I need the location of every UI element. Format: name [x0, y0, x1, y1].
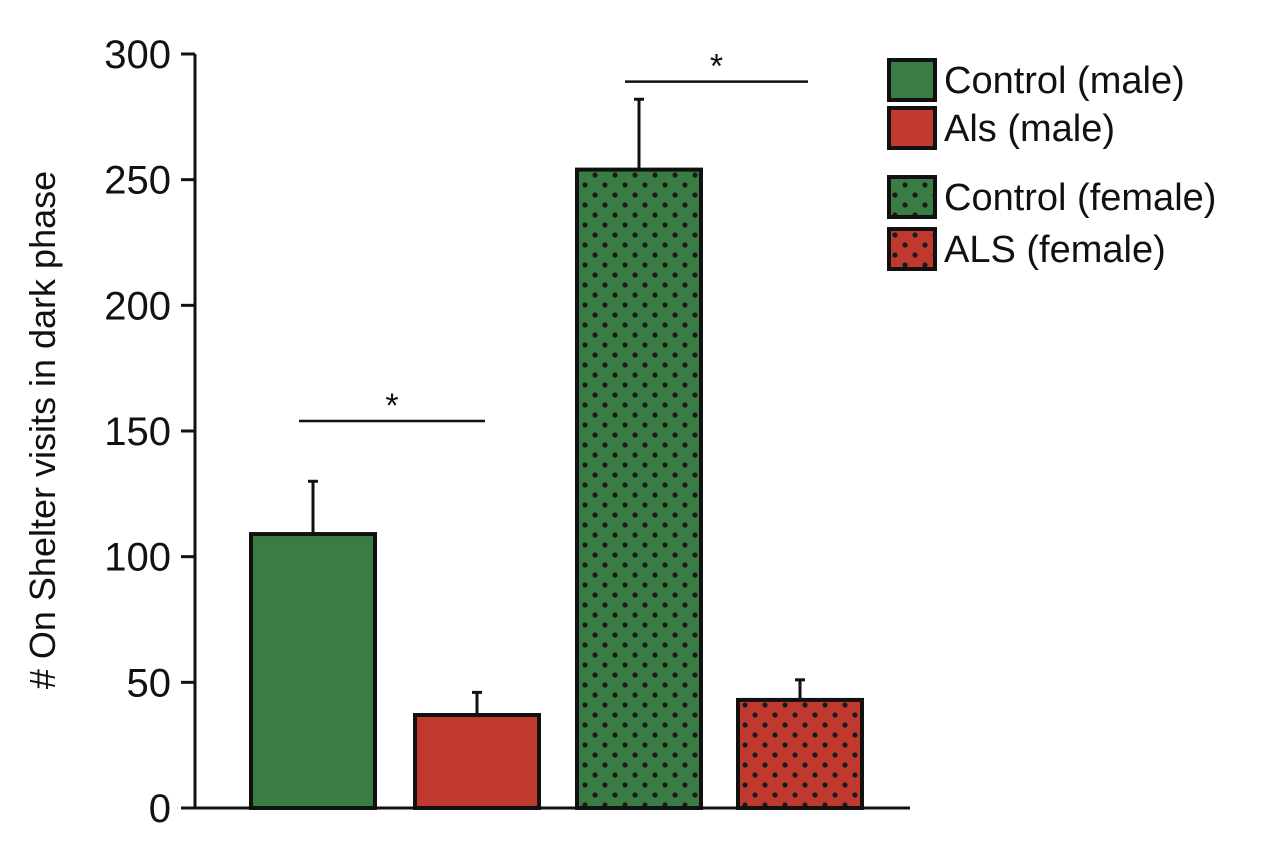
- legend-swatch: [887, 227, 937, 271]
- y-tick-label: 100: [104, 536, 171, 580]
- legend-label: Control (male): [944, 60, 1185, 102]
- bar-als-male: [413, 713, 541, 810]
- legend-label: Control (female): [944, 177, 1216, 219]
- y-tick-label: 300: [104, 33, 171, 77]
- bar-als-female: [736, 697, 864, 811]
- y-tick-label: 250: [104, 159, 171, 203]
- significance-star: *: [385, 387, 398, 425]
- y-tick-label: 50: [127, 661, 172, 705]
- error-bars: [308, 97, 805, 716]
- bar-control-male: [249, 532, 377, 811]
- bar-control-female: [575, 167, 703, 810]
- legend-swatch: [887, 58, 937, 102]
- legend-swatch: [887, 175, 937, 219]
- y-tick-label: 0: [149, 787, 171, 831]
- significance-star: *: [710, 48, 723, 86]
- legend: Control (male) Als (male) Control (female)…: [887, 58, 1216, 271]
- bars: [249, 167, 864, 811]
- legend-label: Als (male): [944, 108, 1115, 150]
- y-axis-label: # On Shelter visits in dark phase: [22, 171, 63, 689]
- y-axis: 0 50 100 150 200 250 300: [104, 33, 910, 831]
- legend-swatch: [887, 106, 937, 150]
- y-tick-label: 200: [104, 284, 171, 328]
- significance-annotations: **: [299, 48, 808, 425]
- legend-label: ALS (female): [944, 229, 1166, 271]
- y-tick-label: 150: [104, 410, 171, 454]
